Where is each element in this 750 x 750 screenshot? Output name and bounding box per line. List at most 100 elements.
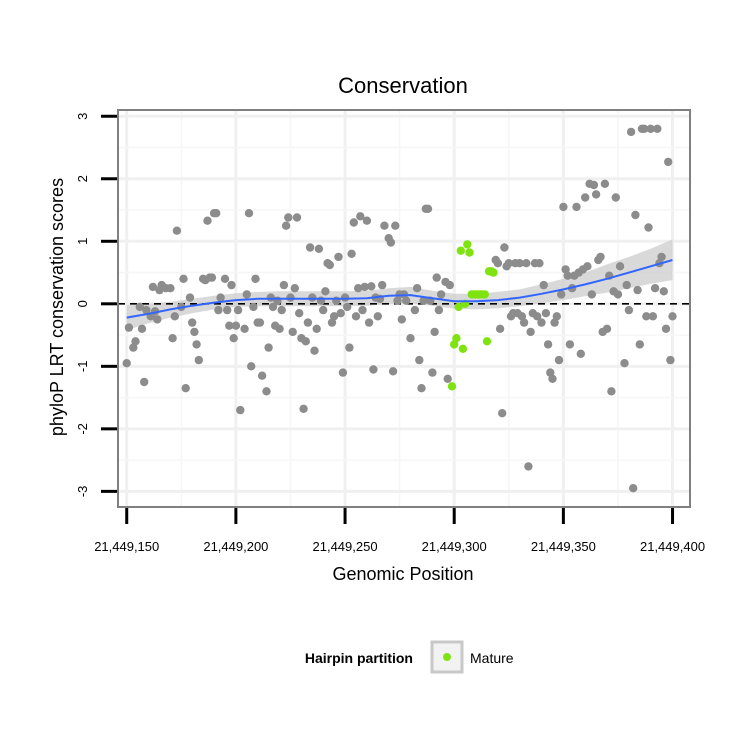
- data-point-other: [194, 355, 203, 365]
- data-point-other: [589, 180, 599, 190]
- data-point-other: [347, 249, 356, 258]
- legend: Hairpin partition Mature: [305, 640, 514, 674]
- data-point-other: [170, 312, 179, 321]
- data-point-other: [611, 193, 620, 202]
- data-point-other: [225, 321, 234, 330]
- data-point-other: [327, 318, 337, 327]
- data-point-other: [247, 362, 256, 371]
- data-point-other: [236, 405, 245, 415]
- data-point-other: [336, 309, 345, 318]
- data-point-other: [410, 305, 420, 315]
- data-point-other: [129, 343, 138, 352]
- data-point-other: [378, 280, 387, 290]
- data-point-other: [524, 462, 533, 471]
- data-point-other: [190, 327, 199, 337]
- data-point-other: [251, 274, 260, 283]
- data-point-other: [445, 280, 454, 290]
- data-point-other: [192, 340, 201, 349]
- data-point-other: [666, 355, 675, 365]
- data-point-other: [533, 312, 542, 321]
- data-point-other: [172, 226, 182, 235]
- data-point-other: [640, 124, 649, 133]
- data-point-other: [168, 334, 177, 343]
- data-point-other: [646, 124, 655, 133]
- data-point-other: [340, 293, 350, 302]
- data-point-other: [358, 305, 367, 315]
- smooth-line: [126, 259, 673, 319]
- data-point-mature: [454, 302, 463, 312]
- data-point-other: [495, 324, 505, 333]
- data-point-other: [140, 377, 149, 387]
- data-point-other: [257, 371, 267, 380]
- data-point-other: [552, 312, 561, 321]
- data-point-other: [185, 293, 195, 302]
- data-point-other: [242, 290, 251, 299]
- data-point-other: [415, 355, 424, 365]
- data-point-other: [428, 368, 437, 377]
- data-point-other: [587, 290, 596, 299]
- data-point-mature: [465, 248, 474, 257]
- data-point-other: [519, 318, 529, 327]
- y-tick-label: 0: [75, 300, 90, 307]
- data-point-other: [629, 484, 638, 493]
- data-point-other: [338, 368, 348, 377]
- data-point-other: [650, 284, 660, 293]
- data-point-other: [131, 337, 140, 346]
- data-point-other: [388, 367, 398, 376]
- data-point-other: [312, 324, 321, 333]
- data-point-other: [373, 312, 382, 321]
- data-point-other: [343, 302, 352, 312]
- data-point-other: [314, 244, 324, 253]
- data-point-other: [402, 296, 411, 305]
- data-point-other: [380, 221, 389, 230]
- data-point-other: [203, 216, 212, 225]
- data-point-other: [354, 284, 363, 293]
- data-point-other: [622, 280, 631, 290]
- data-point-other: [214, 305, 223, 315]
- data-point-other: [255, 318, 265, 327]
- x-tick-label: 21,449,350: [531, 539, 596, 554]
- data-point-other: [207, 273, 217, 282]
- x-tick-label: 21,449,300: [422, 539, 487, 554]
- y-tick-label: 1: [75, 238, 90, 245]
- data-point-other: [412, 284, 422, 293]
- data-point-other: [135, 302, 144, 312]
- data-point-other: [419, 296, 428, 305]
- data-point-other: [539, 280, 548, 290]
- data-point-other: [522, 259, 531, 268]
- data-point-other: [633, 285, 642, 295]
- data-point-mature: [489, 268, 498, 277]
- data-point-other: [515, 259, 524, 268]
- data-point-other: [124, 323, 134, 332]
- confidence-ribbon: [126, 239, 673, 331]
- data-point-other: [316, 296, 326, 305]
- legend-key-mature-dot: [443, 653, 451, 661]
- data-point-other: [286, 293, 295, 302]
- data-point-other: [262, 387, 271, 396]
- data-point-other: [349, 218, 358, 227]
- data-point-other: [563, 271, 572, 280]
- data-point-other: [351, 312, 361, 321]
- data-point-other: [148, 282, 158, 292]
- data-point-other: [576, 349, 585, 358]
- data-point-mature: [463, 240, 472, 249]
- data-point-other: [356, 212, 365, 221]
- legend-title: Hairpin partition: [305, 650, 413, 666]
- data-point-other: [548, 374, 557, 383]
- data-point-other: [423, 204, 433, 213]
- data-point-mature: [480, 290, 489, 299]
- data-point-other: [436, 290, 446, 299]
- data-point-other: [188, 318, 197, 327]
- data-point-other: [223, 305, 232, 315]
- data-point-other: [443, 374, 452, 383]
- data-point-other: [397, 315, 406, 324]
- x-axis-label: Genomic Position: [332, 564, 473, 584]
- data-point-other: [600, 179, 610, 188]
- data-point-other: [268, 302, 278, 312]
- data-point-mature: [456, 246, 465, 255]
- data-point-other: [434, 305, 444, 315]
- data-point-other: [543, 340, 553, 349]
- data-point-other: [142, 305, 151, 315]
- data-point-other: [240, 324, 249, 333]
- y-tick-label: -1: [75, 361, 90, 373]
